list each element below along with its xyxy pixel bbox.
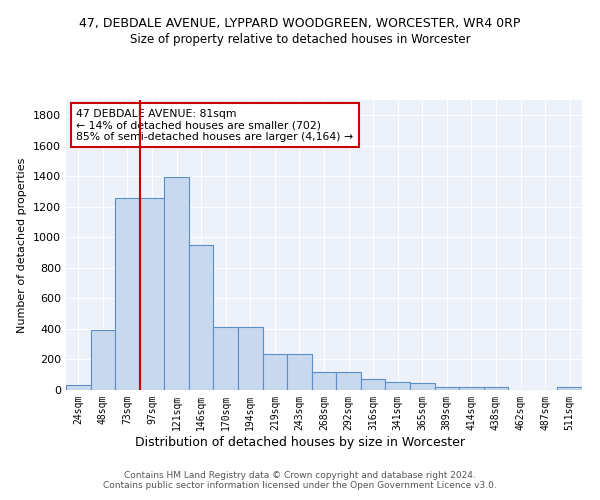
- Bar: [434, 387, 459, 390]
- Text: 47, DEBDALE AVENUE, LYPPARD WOODGREEN, WORCESTER, WR4 0RP: 47, DEBDALE AVENUE, LYPPARD WOODGREEN, W…: [79, 18, 521, 30]
- Bar: [385, 382, 410, 390]
- Bar: [214, 328, 238, 390]
- Bar: [336, 372, 361, 390]
- Bar: [164, 177, 189, 390]
- Bar: [312, 372, 336, 390]
- Bar: [263, 354, 287, 390]
- Bar: [238, 328, 263, 390]
- Bar: [287, 354, 312, 390]
- Bar: [91, 330, 115, 390]
- Bar: [115, 198, 140, 390]
- Text: Distribution of detached houses by size in Worcester: Distribution of detached houses by size …: [135, 436, 465, 449]
- Bar: [140, 198, 164, 390]
- Bar: [410, 383, 434, 390]
- Bar: [66, 386, 91, 390]
- Bar: [484, 387, 508, 390]
- Text: Size of property relative to detached houses in Worcester: Size of property relative to detached ho…: [130, 32, 470, 46]
- Bar: [189, 245, 214, 390]
- Text: Contains HM Land Registry data © Crown copyright and database right 2024.
Contai: Contains HM Land Registry data © Crown c…: [103, 470, 497, 490]
- Bar: [557, 387, 582, 390]
- Bar: [361, 380, 385, 390]
- Text: 47 DEBDALE AVENUE: 81sqm
← 14% of detached houses are smaller (702)
85% of semi-: 47 DEBDALE AVENUE: 81sqm ← 14% of detach…: [76, 108, 353, 142]
- Y-axis label: Number of detached properties: Number of detached properties: [17, 158, 28, 332]
- Bar: [459, 387, 484, 390]
